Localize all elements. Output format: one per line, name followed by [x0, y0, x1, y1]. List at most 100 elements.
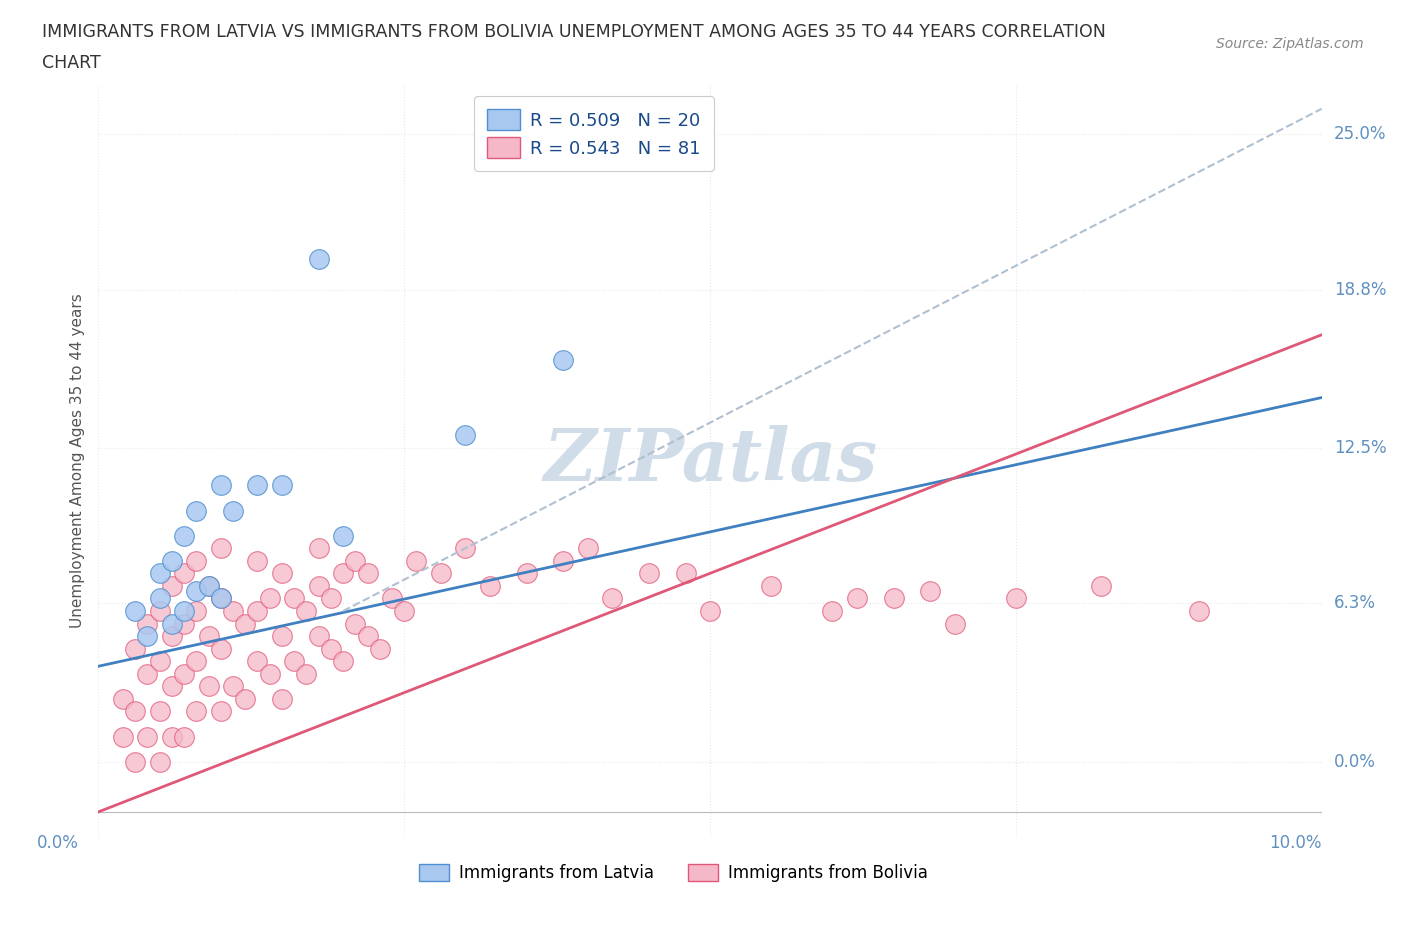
Point — [246, 604, 269, 618]
Point — [356, 629, 378, 644]
Point — [332, 565, 354, 580]
Text: 0.0%: 0.0% — [1334, 752, 1375, 771]
Text: 6.3%: 6.3% — [1334, 594, 1376, 613]
Point — [308, 578, 330, 593]
Point — [136, 729, 159, 744]
Point — [381, 591, 404, 606]
Point — [173, 565, 195, 580]
Point — [149, 704, 172, 719]
Point — [259, 666, 281, 681]
Point — [111, 729, 134, 744]
Point — [160, 617, 183, 631]
Point — [308, 252, 330, 267]
Point — [1004, 591, 1026, 606]
Point — [283, 591, 305, 606]
Point — [186, 503, 208, 518]
Text: CHART: CHART — [42, 54, 101, 72]
Point — [943, 617, 966, 631]
Point — [308, 541, 330, 556]
Point — [845, 591, 868, 606]
Text: 25.0%: 25.0% — [1334, 125, 1386, 143]
Point — [209, 541, 232, 556]
Point — [259, 591, 281, 606]
Point — [283, 654, 305, 669]
Point — [197, 629, 219, 644]
Point — [270, 692, 292, 707]
Text: 18.8%: 18.8% — [1334, 281, 1386, 299]
Point — [699, 604, 721, 618]
Point — [233, 692, 256, 707]
Point — [209, 704, 232, 719]
Point — [332, 528, 354, 543]
Point — [222, 679, 245, 694]
Point — [173, 617, 195, 631]
Point — [821, 604, 844, 618]
Point — [319, 591, 342, 606]
Point — [149, 591, 172, 606]
Point — [173, 528, 195, 543]
Point — [111, 692, 134, 707]
Point — [344, 617, 367, 631]
Point — [209, 478, 232, 493]
Point — [173, 604, 195, 618]
Point — [233, 617, 256, 631]
Text: ZIPatlas: ZIPatlas — [543, 425, 877, 496]
Point — [160, 679, 183, 694]
Point — [270, 565, 292, 580]
Point — [149, 565, 172, 580]
Point — [222, 503, 245, 518]
Point — [246, 553, 269, 568]
Point — [600, 591, 623, 606]
Point — [209, 591, 232, 606]
Point — [430, 565, 453, 580]
Point — [392, 604, 416, 618]
Point — [308, 629, 330, 644]
Point — [124, 754, 146, 769]
Point — [454, 428, 477, 443]
Point — [186, 583, 208, 598]
Point — [149, 654, 172, 669]
Point — [637, 565, 661, 580]
Point — [344, 553, 367, 568]
Point — [920, 583, 942, 598]
Point — [186, 704, 208, 719]
Point — [186, 604, 208, 618]
Point — [149, 604, 172, 618]
Point — [173, 729, 195, 744]
Point — [160, 553, 183, 568]
Point — [186, 553, 208, 568]
Y-axis label: Unemployment Among Ages 35 to 44 years: Unemployment Among Ages 35 to 44 years — [69, 293, 84, 628]
Legend: Immigrants from Latvia, Immigrants from Bolivia: Immigrants from Latvia, Immigrants from … — [412, 857, 934, 889]
Point — [186, 654, 208, 669]
Point — [246, 654, 269, 669]
Point — [319, 642, 342, 657]
Point — [478, 578, 501, 593]
Text: 12.5%: 12.5% — [1334, 439, 1386, 457]
Point — [454, 541, 477, 556]
Point — [270, 629, 292, 644]
Point — [883, 591, 905, 606]
Point — [160, 729, 183, 744]
Point — [149, 754, 172, 769]
Point — [124, 604, 146, 618]
Point — [246, 478, 269, 493]
Point — [209, 591, 232, 606]
Text: 10.0%: 10.0% — [1270, 834, 1322, 853]
Point — [675, 565, 697, 580]
Point — [270, 478, 292, 493]
Point — [295, 604, 318, 618]
Point — [1188, 604, 1211, 618]
Text: IMMIGRANTS FROM LATVIA VS IMMIGRANTS FROM BOLIVIA UNEMPLOYMENT AMONG AGES 35 TO : IMMIGRANTS FROM LATVIA VS IMMIGRANTS FRO… — [42, 23, 1107, 41]
Point — [356, 565, 378, 580]
Point — [136, 617, 159, 631]
Text: 0.0%: 0.0% — [38, 834, 79, 853]
Point — [197, 578, 219, 593]
Point — [124, 642, 146, 657]
Point — [197, 578, 219, 593]
Point — [553, 352, 575, 367]
Point — [516, 565, 538, 580]
Point — [136, 666, 159, 681]
Point — [124, 704, 146, 719]
Point — [209, 642, 232, 657]
Point — [173, 666, 195, 681]
